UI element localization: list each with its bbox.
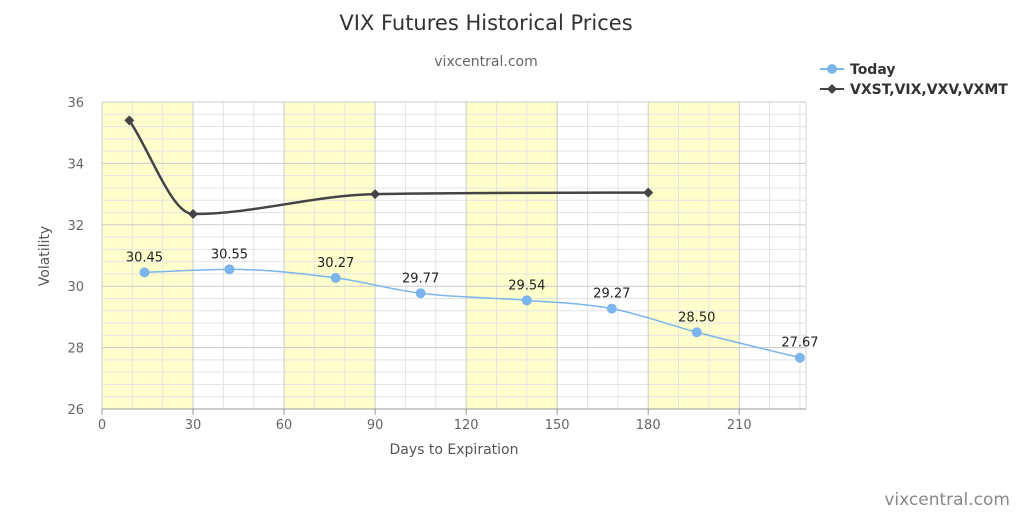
y-tick-label: 26 bbox=[67, 403, 84, 418]
x-tick-label: 60 bbox=[276, 418, 293, 433]
chart-subtitle: vixcentral.com bbox=[434, 54, 537, 70]
legend: Today VXST,VIX,VXV,VXMT bbox=[820, 62, 1008, 98]
data-label: 29.27 bbox=[593, 287, 630, 302]
historical-point bbox=[188, 209, 199, 220]
highlight-band-1 bbox=[284, 102, 376, 409]
data-label: 29.54 bbox=[508, 278, 545, 293]
x-tick-label: 90 bbox=[367, 418, 384, 433]
x-tick-label: 120 bbox=[454, 418, 479, 433]
x-tick-label: 150 bbox=[545, 418, 570, 433]
y-axis-title: Volatility bbox=[37, 226, 53, 286]
today-point bbox=[691, 327, 702, 338]
data-label: 29.77 bbox=[402, 271, 439, 286]
y-tick-label: 28 bbox=[67, 342, 84, 357]
historical-point bbox=[643, 187, 654, 198]
today-point bbox=[794, 352, 805, 363]
legend-marker-historical bbox=[827, 84, 837, 94]
data-label: 30.27 bbox=[317, 256, 354, 271]
x-tick-label: 30 bbox=[185, 418, 202, 433]
today-point bbox=[224, 264, 235, 275]
today-point bbox=[330, 272, 341, 283]
historical-point bbox=[370, 189, 381, 200]
legend-label-0: Today bbox=[850, 62, 895, 78]
today-point bbox=[139, 267, 150, 278]
legend-label-1: VXST,VIX,VXV,VXMT bbox=[850, 82, 1008, 98]
today-point bbox=[606, 303, 617, 314]
highlight-band-2 bbox=[466, 102, 558, 409]
credit-text: vixcentral.com bbox=[884, 490, 1010, 510]
data-label: 30.45 bbox=[126, 250, 163, 265]
plot-area bbox=[102, 102, 740, 409]
data-label: 27.67 bbox=[781, 336, 818, 351]
x-tick-label: 210 bbox=[727, 418, 752, 433]
legend-marker-today bbox=[827, 64, 837, 74]
today-point bbox=[415, 288, 426, 299]
data-label: 28.50 bbox=[678, 310, 715, 325]
highlight-band-3 bbox=[648, 102, 740, 409]
y-tick-label: 32 bbox=[67, 219, 84, 234]
historical-series-line bbox=[128, 119, 649, 216]
historical-point bbox=[124, 115, 135, 126]
x-tick-label: 0 bbox=[98, 418, 106, 433]
y-tick-label: 34 bbox=[67, 157, 84, 172]
chart-title: VIX Futures Historical Prices bbox=[339, 11, 632, 35]
data-label: 30.55 bbox=[211, 247, 248, 262]
axes: 0 30 60 90 120 150 180 210 26 28 30 32 34 36 bbox=[67, 96, 807, 433]
y-tick-label: 36 bbox=[67, 96, 84, 111]
series-layer: 30.45 30.55 30.27 29.77 29.54 29.27 28.50 27.67 bbox=[124, 115, 819, 363]
y-tick-label: 30 bbox=[67, 280, 84, 295]
today-point bbox=[521, 295, 532, 306]
x-tick-label: 180 bbox=[636, 418, 661, 433]
x-axis-title: Days to Expiration bbox=[390, 442, 519, 458]
